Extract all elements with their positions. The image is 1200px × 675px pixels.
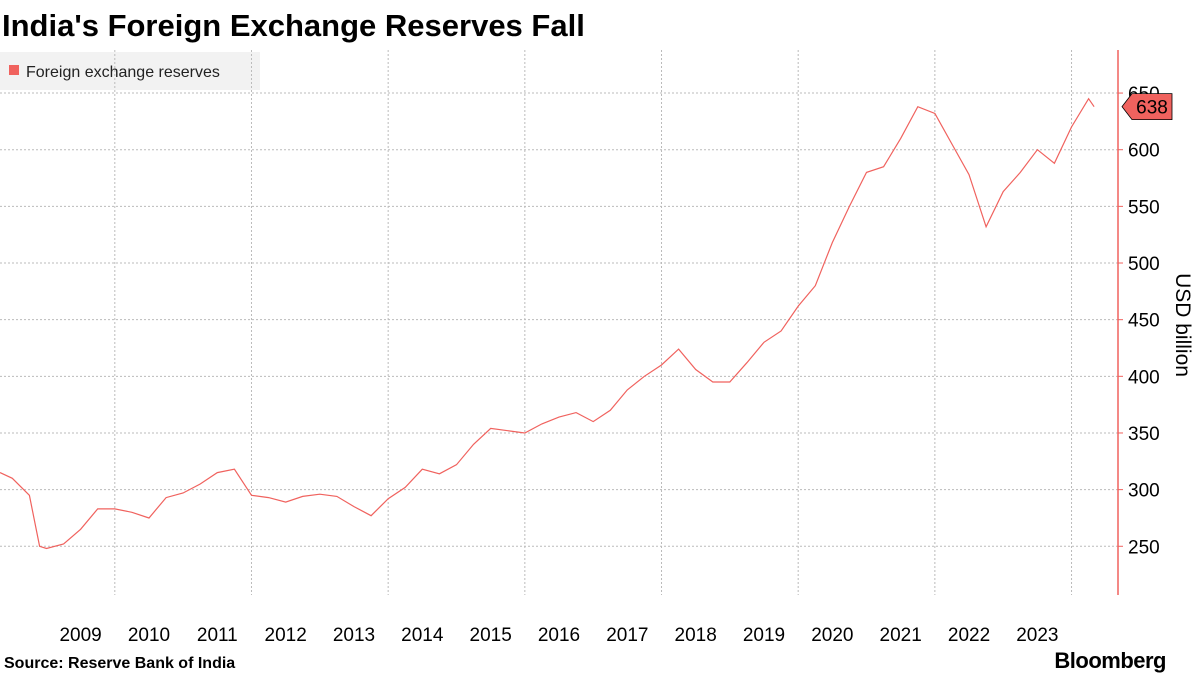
x-tick-label: 2017: [606, 625, 648, 646]
last-value-label: 638: [1136, 98, 1168, 119]
x-tick-label: 2011: [197, 625, 238, 646]
y-tick-label: 450: [1128, 311, 1160, 332]
legend-box: [0, 52, 260, 90]
last-value-tag: [1121, 93, 1173, 121]
y-tick-label: 350: [1128, 424, 1160, 445]
y-tick-label: 300: [1128, 481, 1160, 502]
x-tick-label: 2018: [675, 625, 717, 646]
y-tick-label: 550: [1128, 197, 1160, 218]
x-tick-label: 2014: [401, 625, 444, 646]
x-tick-label: 2010: [128, 625, 170, 646]
brand: Bloomberg: [1054, 648, 1166, 673]
x-tick-label: 2012: [265, 625, 307, 646]
y-tick-label: 250: [1128, 537, 1160, 558]
x-tick-label: 2020: [811, 625, 853, 646]
y-tick-label: 400: [1128, 367, 1160, 388]
y-axis-label: USD billion: [1171, 273, 1194, 377]
x-tick-label: 2022: [948, 625, 990, 646]
x-tick-label: 2021: [880, 625, 922, 646]
x-tick-label: 2016: [538, 625, 580, 646]
legend-swatch: [9, 65, 19, 75]
x-tick-label: 2023: [1016, 625, 1058, 646]
source: Source: Reserve Bank of India: [4, 655, 235, 672]
x-tick-label: 2009: [59, 625, 101, 646]
legend-label: Foreign exchange reserves: [26, 64, 220, 81]
x-tick-label: 2019: [743, 625, 785, 646]
x-tick-label: 2015: [470, 625, 512, 646]
x-tick-label: 2013: [333, 625, 375, 646]
y-tick-label: 600: [1128, 141, 1160, 162]
chart-title: India's Foreign Exchange Reserves Fall: [2, 8, 585, 43]
y-tick-label: 500: [1128, 254, 1160, 275]
data-line: [0, 97, 1095, 550]
